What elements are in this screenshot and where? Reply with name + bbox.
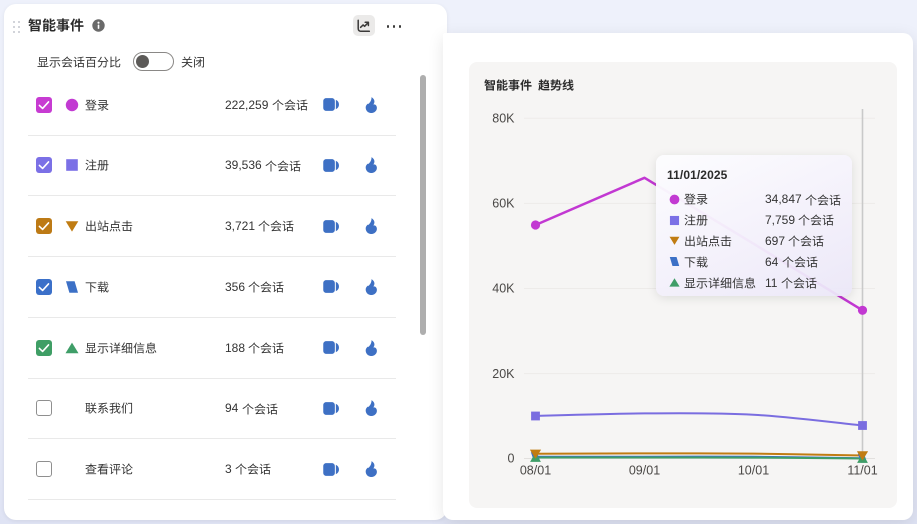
svg-text:11/01: 11/01 [847, 464, 877, 478]
svg-text:80K: 80K [492, 112, 515, 126]
svg-text:09/01: 09/01 [629, 464, 660, 478]
svg-text:10/01: 10/01 [738, 464, 769, 478]
svg-text:20K: 20K [492, 367, 515, 381]
svg-text:40K: 40K [492, 282, 515, 296]
svg-text:08/01: 08/01 [520, 464, 551, 478]
svg-text:0: 0 [508, 452, 515, 466]
svg-text:60K: 60K [492, 197, 515, 211]
